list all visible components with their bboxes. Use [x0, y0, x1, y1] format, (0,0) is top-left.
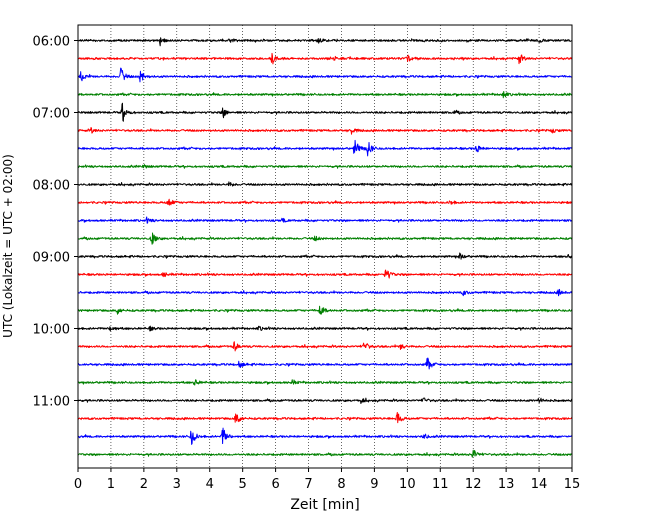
x-tick-label: 5 [239, 477, 247, 492]
trace-line [77, 305, 573, 315]
x-tick-label: 3 [173, 477, 181, 492]
plot-frame [77, 24, 573, 469]
x-tick-label: 2 [140, 477, 148, 492]
trace-line [77, 357, 573, 370]
trace-line [77, 397, 573, 405]
trace-line [77, 139, 573, 157]
y-tick-label: 08:00 [33, 179, 70, 194]
y-tick-label: 10:00 [33, 323, 70, 338]
trace-line [77, 37, 573, 47]
x-axis-ticks: 0 1 2 3 4 5 6 7 8 9 10 11 12 13 14 15 [74, 468, 580, 492]
y-tick-label: 09:00 [33, 251, 70, 266]
trace-line [77, 127, 573, 135]
trace-line [77, 449, 573, 458]
trace-line [77, 102, 573, 122]
y-axis-ticks: 06:00 07:00 08:00 09:00 10:00 11:00 [33, 35, 78, 410]
x-tick-label: 15 [564, 477, 581, 492]
x-tick-label: 8 [337, 477, 345, 492]
trace-line [77, 411, 573, 424]
x-tick-label: 9 [370, 477, 378, 492]
trace-line [77, 341, 573, 352]
seismic-traces [77, 37, 573, 458]
x-tick-label: 0 [74, 477, 82, 492]
y-axis-label: UTC (Lokalzeit = UTC + 02:00) [1, 154, 15, 338]
x-tick-label: 6 [271, 477, 279, 492]
y-tick-label: 11:00 [33, 395, 70, 410]
trace-line [77, 232, 573, 245]
y-tick-label: 07:00 [33, 107, 70, 122]
trace-line [77, 67, 573, 83]
x-tick-label: 12 [465, 477, 482, 492]
trace-line [77, 90, 573, 99]
trace-line [77, 164, 573, 169]
trace-line [77, 252, 573, 260]
trace-line [77, 288, 573, 297]
trace-line [77, 198, 573, 206]
vertical-grid [110, 25, 540, 468]
x-tick-label: 4 [206, 477, 214, 492]
x-tick-label: 13 [498, 477, 515, 492]
y-tick-label: 06:00 [33, 35, 70, 50]
trace-line [77, 52, 573, 65]
x-tick-label: 7 [304, 477, 312, 492]
trace-line [77, 427, 573, 445]
x-tick-label: 1 [107, 477, 115, 492]
x-tick-label: 10 [399, 477, 416, 492]
trace-line [77, 216, 573, 224]
x-tick-label: 11 [432, 477, 449, 492]
trace-line [77, 181, 573, 187]
trace-line [77, 269, 573, 279]
trace-line [77, 379, 573, 386]
trace-line [77, 325, 573, 332]
x-tick-label: 14 [531, 477, 548, 492]
x-axis-label: Zeit [min] [290, 497, 359, 513]
